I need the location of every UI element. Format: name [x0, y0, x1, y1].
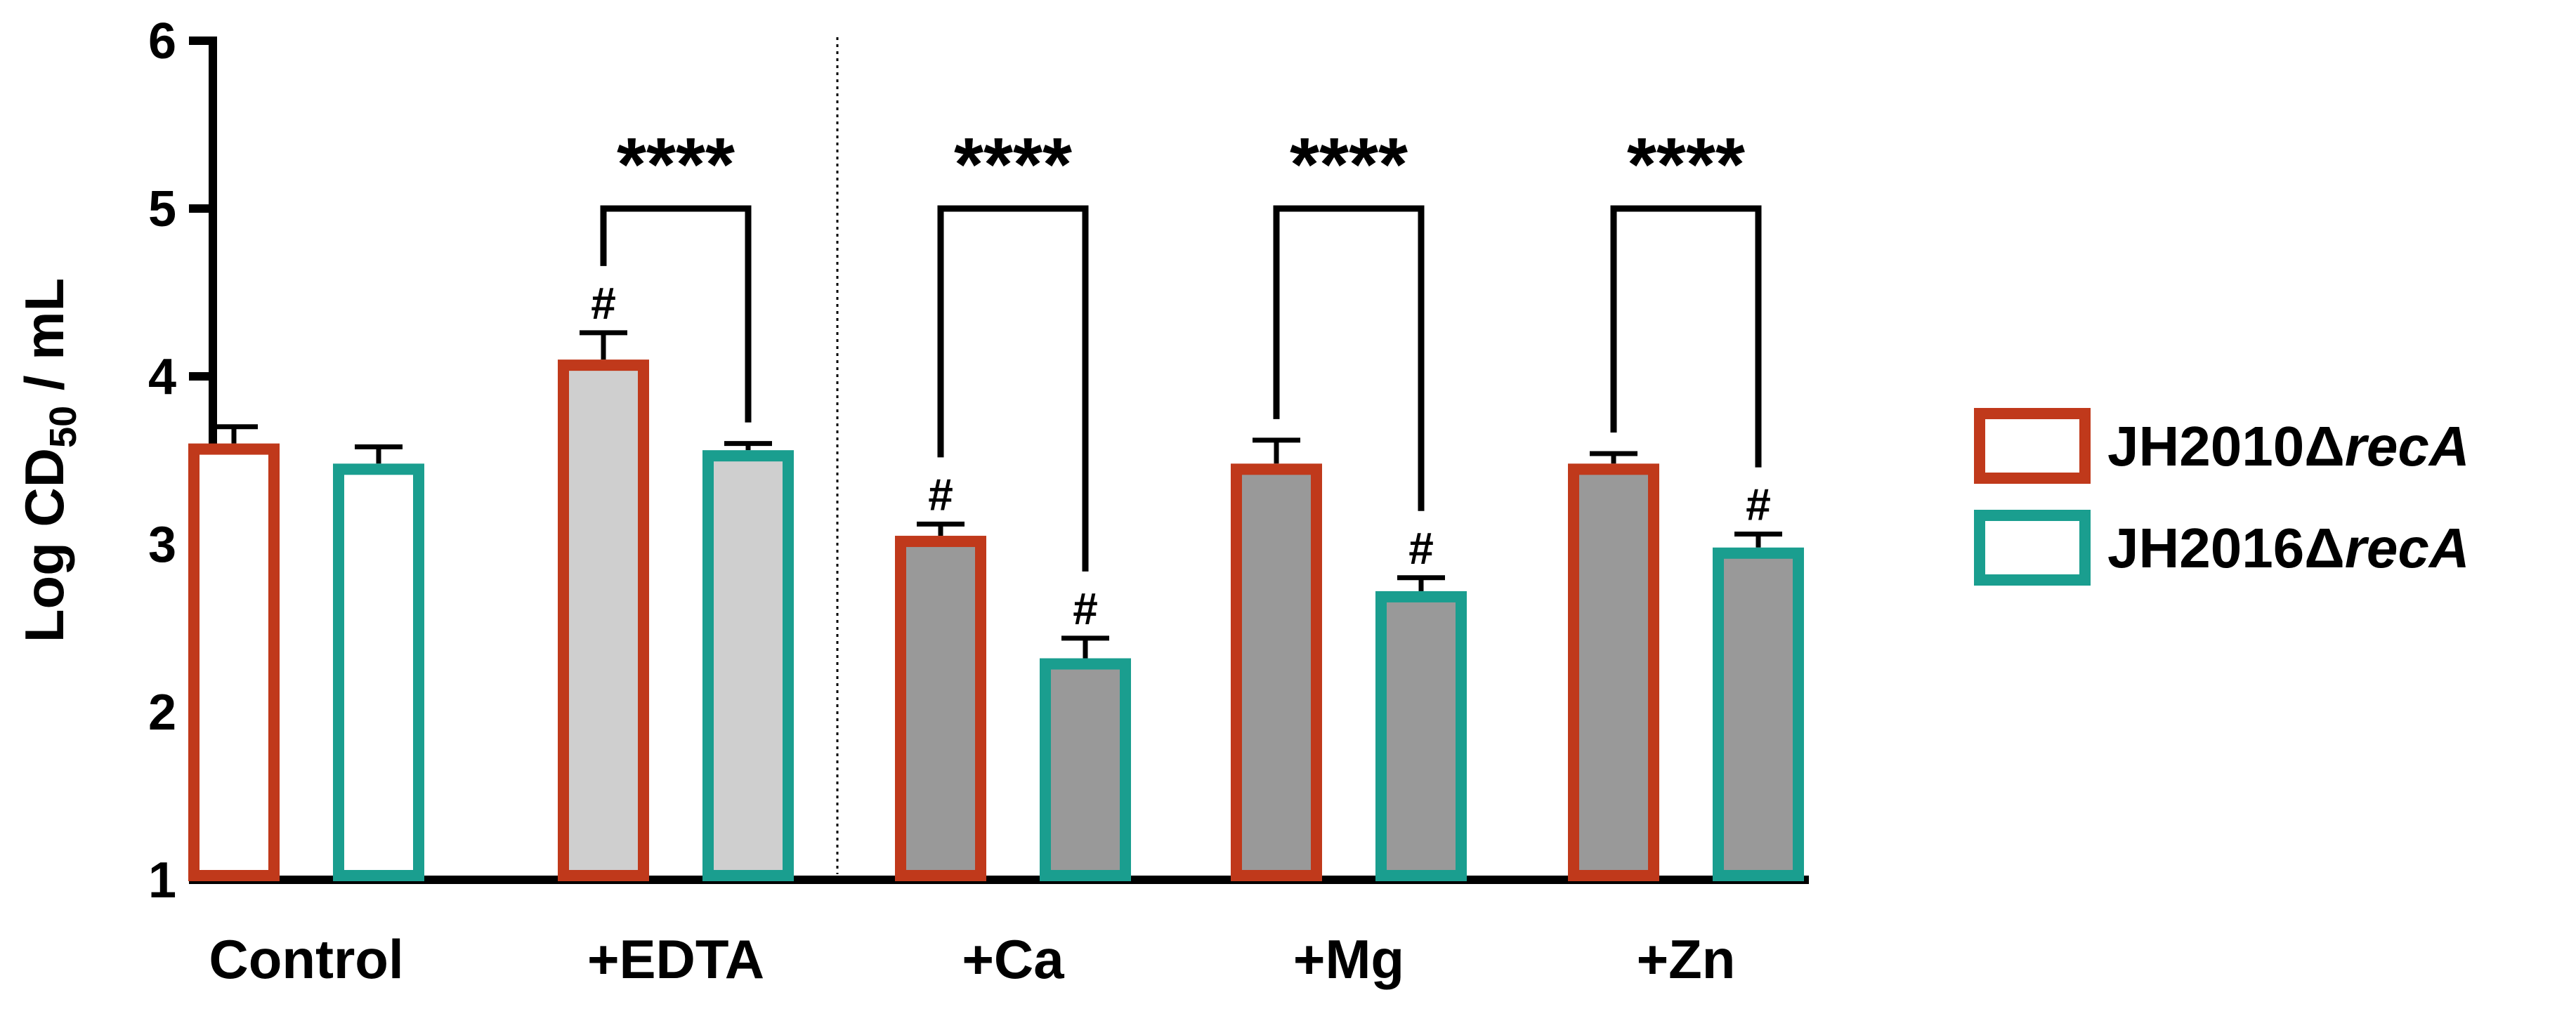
y-tick-label: 2	[148, 685, 176, 741]
bar	[1375, 591, 1467, 881]
hash-marker: #	[928, 469, 953, 520]
axes: 1 2 3 4 5 6 Log CD50 / mL Control +EDTA +Ca +Mg +Zn	[13, 13, 1809, 990]
bar	[558, 360, 649, 881]
significance-bracket	[937, 205, 1089, 572]
hash-marker: #	[1408, 523, 1434, 574]
significance-label: ****	[617, 121, 735, 206]
legend-label: JH2010ΔrecA	[2107, 415, 2470, 477]
legend-swatch	[1974, 510, 2091, 586]
significance-label: ****	[1290, 121, 1408, 206]
significance-label: ****	[954, 121, 1072, 206]
legend-label: JH2016ΔrecA	[2107, 517, 2470, 579]
y-tick-label: 3	[148, 517, 176, 573]
hash-marker: #	[1073, 583, 1098, 634]
x-category-label: +Zn	[1637, 928, 1736, 990]
bar	[1231, 463, 1322, 881]
y-tick-label: 6	[148, 13, 176, 70]
annotations: # # # # # **** **** **** ****	[591, 121, 1771, 634]
significance-label: ****	[1627, 121, 1745, 206]
x-category-label: +EDTA	[587, 928, 764, 990]
y-tick-label: 5	[148, 181, 176, 237]
bar	[333, 463, 424, 881]
x-category-label: +Ca	[962, 928, 1064, 990]
bar	[1040, 658, 1131, 882]
legend: JH2010ΔrecA JH2016ΔrecA	[1974, 408, 2470, 586]
bars	[188, 330, 1804, 882]
bar	[702, 450, 794, 881]
y-axis-title: Log CD50 / mL	[13, 278, 84, 642]
y-tick-label: 4	[148, 349, 176, 405]
hash-marker: #	[1746, 480, 1771, 530]
bar	[1568, 463, 1659, 881]
significance-bracket	[1273, 205, 1425, 511]
y-tick-label: 1	[148, 852, 176, 909]
significance-bracket	[600, 205, 752, 423]
bar	[895, 536, 986, 881]
x-category-label: Control	[209, 928, 403, 990]
legend-swatch	[1974, 408, 2091, 484]
significance-bracket	[1610, 205, 1762, 468]
hash-marker: #	[591, 278, 616, 329]
bar	[1713, 547, 1804, 882]
bar	[188, 443, 280, 881]
x-category-label: +Mg	[1293, 928, 1404, 990]
